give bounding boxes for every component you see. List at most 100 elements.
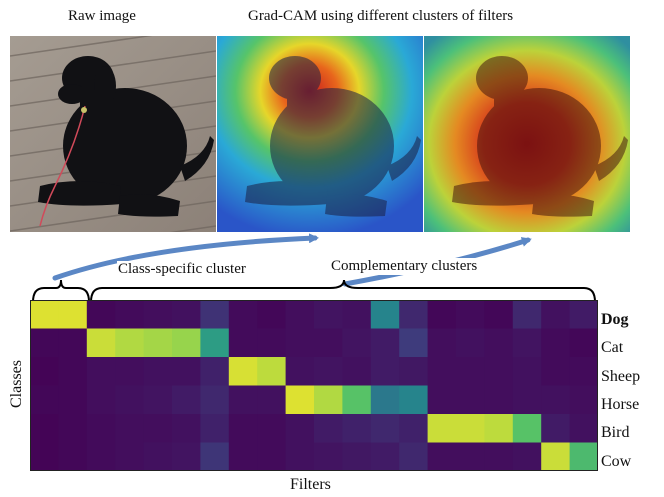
heatmap-cell bbox=[427, 357, 457, 386]
heatmap-cell bbox=[86, 385, 116, 415]
class-specific-arrow bbox=[52, 233, 319, 281]
class-specific-label: Class-specific cluster bbox=[117, 261, 247, 278]
heatmap-cell bbox=[172, 442, 201, 471]
heatmap-cell bbox=[30, 357, 59, 386]
row-label-dog: Dog bbox=[601, 311, 629, 328]
heatmap-cell bbox=[257, 357, 287, 386]
heatmap-cell bbox=[484, 414, 514, 443]
heatmap-cell bbox=[456, 300, 485, 329]
heatmap-cell bbox=[541, 357, 571, 386]
heatmap-cell bbox=[172, 300, 201, 329]
heatmap-cell bbox=[370, 385, 400, 415]
heatmap-cell bbox=[399, 357, 429, 386]
heatmap-cell bbox=[512, 300, 542, 329]
heatmap-cell bbox=[541, 385, 571, 415]
heatmap-cell bbox=[427, 300, 457, 329]
heatmap-cell bbox=[569, 442, 598, 471]
heatmap-cell bbox=[58, 357, 88, 386]
heatmap-cell bbox=[456, 414, 485, 443]
heatmap-cell bbox=[58, 414, 88, 443]
heatmap-cell bbox=[569, 300, 598, 329]
heatmap-cell bbox=[58, 328, 88, 358]
heatmap-cell bbox=[314, 442, 343, 471]
heatmap-cell bbox=[484, 328, 514, 358]
heatmap-cell bbox=[342, 300, 372, 329]
heatmap-cell bbox=[30, 414, 59, 443]
y-axis-label: Classes bbox=[8, 360, 25, 408]
heatmap-cell bbox=[541, 328, 571, 358]
heatmap-cell bbox=[541, 300, 571, 329]
heatmap-cell bbox=[115, 328, 145, 358]
gradcam-class-specific-image bbox=[217, 36, 423, 232]
heatmap-cell bbox=[58, 385, 88, 415]
heatmap-cell bbox=[30, 442, 59, 471]
heatmap-cell bbox=[257, 385, 287, 415]
heatmap-cell bbox=[399, 300, 429, 329]
heatmap-cell bbox=[115, 442, 145, 471]
heatmap-cell bbox=[314, 328, 343, 358]
heatmap-cell bbox=[228, 300, 258, 329]
heatmap-cell bbox=[30, 300, 59, 329]
heatmap-cell bbox=[427, 385, 457, 415]
heatmap-cell bbox=[370, 328, 400, 358]
heatmap-cell bbox=[427, 328, 457, 358]
heatmap-cell bbox=[228, 385, 258, 415]
heatmap-svg bbox=[30, 300, 598, 471]
heatmap-cell bbox=[399, 442, 429, 471]
heatmap-cell bbox=[86, 442, 116, 471]
heatmap-cell bbox=[143, 414, 173, 443]
heatmap-cell bbox=[484, 442, 514, 471]
complementary-label: Complementary clusters bbox=[330, 258, 479, 275]
heatmap-cell bbox=[342, 414, 372, 443]
heatmap-cell bbox=[143, 357, 173, 386]
heatmap-cell bbox=[200, 328, 230, 358]
heatmap-cell bbox=[172, 385, 201, 415]
heatmap-cell bbox=[285, 357, 315, 386]
heatmap-cell bbox=[569, 328, 598, 358]
heatmap-cell bbox=[143, 385, 173, 415]
heatmap-cell bbox=[86, 414, 116, 443]
heatmap-cell bbox=[200, 300, 230, 329]
row-label-cat: Cat bbox=[601, 339, 624, 356]
heatmap-cell bbox=[257, 442, 287, 471]
heatmap-cell bbox=[342, 357, 372, 386]
heatmap-cell bbox=[58, 300, 88, 329]
heatmap-cell bbox=[30, 328, 59, 358]
heatmap-cell bbox=[456, 385, 485, 415]
heatmap-cell bbox=[143, 300, 173, 329]
heatmap-cell bbox=[228, 414, 258, 443]
heatmap-cell bbox=[370, 300, 400, 329]
heatmap-cell bbox=[512, 414, 542, 443]
heatmap-cell bbox=[314, 414, 343, 443]
heatmap-cell bbox=[569, 385, 598, 415]
heatmap-cell bbox=[228, 328, 258, 358]
heatmap-cell bbox=[314, 300, 343, 329]
heatmap-cell bbox=[115, 385, 145, 415]
heatmap-cell bbox=[86, 357, 116, 386]
heatmap-cell bbox=[257, 300, 287, 329]
row-label-cow: Cow bbox=[601, 453, 632, 470]
heatmap-cell bbox=[285, 442, 315, 471]
heatmap-cell bbox=[257, 414, 287, 443]
heatmap-cell bbox=[399, 385, 429, 415]
heatmap-cell bbox=[58, 442, 88, 471]
heatmap-cell bbox=[86, 328, 116, 358]
heatmap-cell bbox=[200, 357, 230, 386]
heatmap-cell bbox=[569, 357, 598, 386]
heatmap-cell bbox=[200, 442, 230, 471]
heatmap-cell bbox=[285, 385, 315, 415]
heatmap-cell bbox=[257, 328, 287, 358]
heatmap-cell bbox=[484, 300, 514, 329]
raw-image-caption: Raw image bbox=[68, 8, 136, 24]
heatmap-cell bbox=[512, 328, 542, 358]
heatmap-cell bbox=[399, 328, 429, 358]
heatmap-cell bbox=[512, 357, 542, 386]
heatmap-cell bbox=[370, 357, 400, 386]
heatmap-cell bbox=[370, 442, 400, 471]
heatmap-cell bbox=[342, 328, 372, 358]
heatmap-border bbox=[30, 300, 598, 471]
heatmap-cell bbox=[200, 385, 230, 415]
heatmap-cell bbox=[569, 414, 598, 443]
gradcam-complementary-image bbox=[424, 36, 630, 232]
heatmap-cell bbox=[200, 414, 230, 443]
